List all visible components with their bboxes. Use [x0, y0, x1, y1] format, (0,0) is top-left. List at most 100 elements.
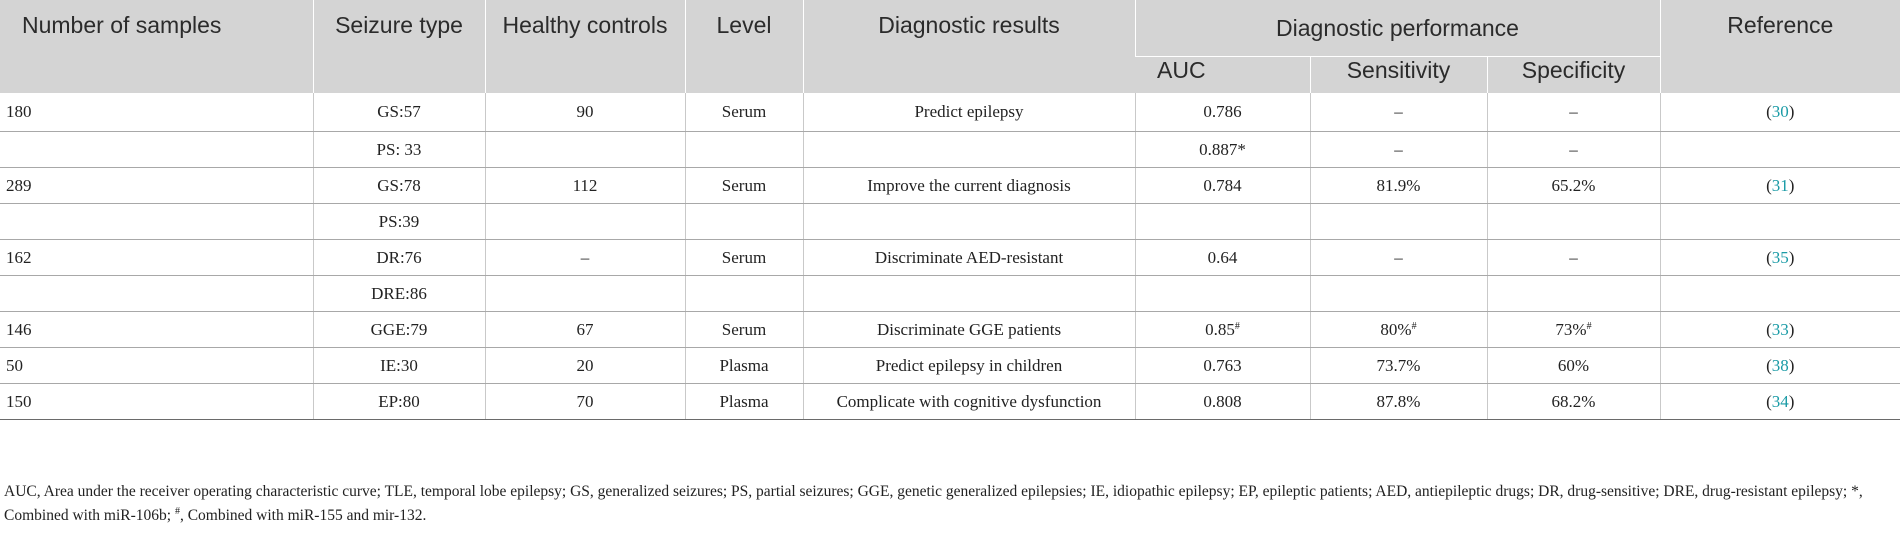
- sensitivity-value: 80%: [1380, 319, 1412, 339]
- auc-value: 0.786: [1203, 102, 1242, 121]
- cell-reference: (38): [1659, 347, 1900, 384]
- cell-specificity: 60%: [1486, 347, 1661, 384]
- cell-diagnostic-result: [802, 131, 1135, 168]
- cell-samples: [0, 275, 313, 312]
- col-seizure-type: Seizure type: [312, 0, 485, 93]
- cell-specificity: –: [1486, 131, 1661, 168]
- table-header: Number of samples Seizure type Healthy c…: [0, 0, 1900, 93]
- cell-seizure-type: DRE:86: [312, 275, 485, 312]
- cell-reference: [1659, 203, 1900, 240]
- reference-link[interactable]: 30: [1771, 102, 1789, 121]
- cell-level: Serum: [684, 93, 803, 132]
- cell-seizure-type: IE:30: [312, 347, 485, 384]
- cell-diagnostic-result: [802, 275, 1135, 312]
- cell-samples: 180: [0, 93, 313, 132]
- specificity-mark: #: [1586, 320, 1592, 332]
- cell-auc: 0.85#: [1134, 311, 1310, 348]
- cell-samples: 150: [0, 383, 313, 420]
- cell-diagnostic-result: Complicate with cognitive dysfunction: [802, 383, 1135, 420]
- auc-value: 0.763: [1203, 355, 1242, 375]
- cell-specificity: –: [1486, 93, 1661, 132]
- table-row: 162 DR:76 – Serum Discriminate AED-resis…: [0, 239, 1900, 276]
- cell-healthy-controls: [484, 203, 685, 240]
- cell-sensitivity: –: [1309, 239, 1487, 276]
- cell-seizure-type: PS: 33: [312, 131, 485, 168]
- reference-link[interactable]: 33: [1771, 319, 1789, 339]
- ref-close: ): [1788, 391, 1795, 411]
- ref-close: ): [1788, 175, 1795, 195]
- reference-link[interactable]: 34: [1771, 391, 1789, 411]
- ref-close: ): [1788, 247, 1795, 267]
- sensitivity-value: –: [1394, 247, 1403, 267]
- col-healthy-controls: Healthy controls: [484, 0, 685, 93]
- cell-specificity: [1486, 203, 1661, 240]
- cell-healthy-controls: 20: [484, 347, 685, 384]
- cell-auc: 0.64: [1134, 239, 1310, 276]
- auc-value: 0.887: [1199, 139, 1238, 159]
- cell-specificity: 65.2%: [1486, 167, 1661, 204]
- cell-seizure-type: PS:39: [312, 203, 485, 240]
- footnote-tail: , Combined with miR-155 and mir-132.: [179, 507, 427, 524]
- cell-samples: 50: [0, 347, 313, 384]
- results-table: Number of samples Seizure type Healthy c…: [0, 0, 1900, 420]
- specificity-value: 68.2%: [1551, 391, 1596, 411]
- cell-samples: 289: [0, 167, 313, 204]
- ref-open: (: [1766, 175, 1772, 195]
- cell-seizure-type: GS:78: [312, 167, 485, 204]
- ref-open: (: [1766, 102, 1772, 121]
- cell-sensitivity: –: [1309, 131, 1487, 168]
- specificity-value: –: [1569, 139, 1578, 159]
- ref-open: (: [1766, 355, 1772, 375]
- cell-reference: (34): [1659, 383, 1900, 420]
- cell-diagnostic-result: [802, 203, 1135, 240]
- cell-reference: [1659, 275, 1900, 312]
- cell-level: Serum: [684, 167, 803, 204]
- auc-value: 0.784: [1203, 175, 1242, 195]
- cell-specificity: [1486, 275, 1661, 312]
- table-body: 180 GS:57 90 Serum Predict epilepsy 0.78…: [0, 93, 1900, 420]
- cell-healthy-controls: 70: [484, 383, 685, 420]
- table-row: PS: 33 0.887* – –: [0, 131, 1900, 168]
- col-auc: AUC: [1135, 56, 1310, 93]
- sensitivity-value: –: [1394, 139, 1403, 159]
- cell-specificity: 73%#: [1486, 311, 1661, 348]
- cell-diagnostic-result: Improve the current diagnosis: [802, 167, 1135, 204]
- ref-open: (: [1766, 391, 1772, 411]
- ref-open: (: [1766, 319, 1772, 339]
- cell-sensitivity: [1309, 203, 1487, 240]
- cell-reference: [1659, 131, 1900, 168]
- table-row: PS:39: [0, 203, 1900, 240]
- col-diagnostic-performance: Diagnostic performance: [1134, 0, 1661, 57]
- table-row: 289 GS:78 112 Serum Improve the current …: [0, 167, 1900, 204]
- cell-samples: [0, 203, 313, 240]
- col-sensitivity: Sensitivity: [1309, 56, 1487, 93]
- cell-healthy-controls: 67: [484, 311, 685, 348]
- cell-specificity: 68.2%: [1486, 383, 1661, 420]
- cell-seizure-type: GGE:79: [312, 311, 485, 348]
- reference-link[interactable]: 38: [1771, 355, 1789, 375]
- specificity-value: –: [1569, 247, 1578, 267]
- cell-auc: 0.887*: [1134, 131, 1310, 168]
- table-row: DRE:86: [0, 275, 1900, 312]
- cell-auc: [1134, 275, 1310, 312]
- reference-link[interactable]: 35: [1771, 247, 1789, 267]
- reference-link[interactable]: 31: [1771, 175, 1789, 195]
- col-specificity: Specificity: [1486, 56, 1661, 93]
- cell-healthy-controls: [484, 131, 685, 168]
- ref-close: ): [1788, 319, 1795, 339]
- cell-seizure-type: DR:76: [312, 239, 485, 276]
- specificity-value: 73%: [1555, 319, 1587, 339]
- cell-level: [684, 275, 803, 312]
- cell-healthy-controls: 112: [484, 167, 685, 204]
- cell-diagnostic-result: Discriminate AED-resistant: [802, 239, 1135, 276]
- cell-level: Plasma: [684, 347, 803, 384]
- cell-healthy-controls: –: [484, 239, 685, 276]
- table-footnote: AUC, Area under the receiver operating c…: [4, 480, 1894, 528]
- auc-mark: #: [1234, 320, 1240, 332]
- cell-sensitivity: 81.9%: [1309, 167, 1487, 204]
- cell-auc: 0.763: [1134, 347, 1310, 384]
- cell-seizure-type: GS:57: [312, 93, 485, 132]
- cell-samples: 146: [0, 311, 313, 348]
- specificity-value: 65.2%: [1551, 175, 1596, 195]
- cell-sensitivity: 80%#: [1309, 311, 1487, 348]
